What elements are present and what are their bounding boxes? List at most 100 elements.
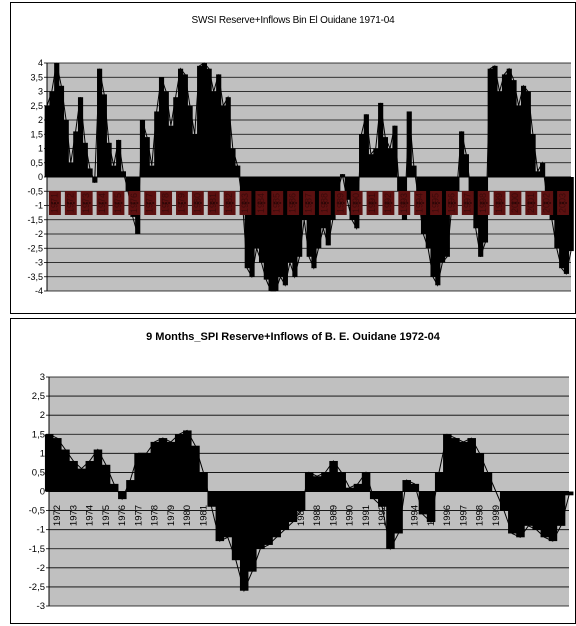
x-tick-label: 1996 xyxy=(446,193,456,213)
x-tick-label: 1976 xyxy=(117,505,128,526)
data-bar xyxy=(134,453,143,492)
x-tick-label: 1991 xyxy=(361,505,372,526)
data-bar xyxy=(199,472,208,492)
data-bar xyxy=(139,120,146,177)
x-tick-label: 1993 xyxy=(399,193,409,213)
data-bar xyxy=(49,91,55,177)
x-tick-label: 1987 xyxy=(304,193,314,213)
data-bar xyxy=(85,460,95,492)
data-bar xyxy=(463,154,469,177)
x-tick-label: 1992 xyxy=(377,505,388,526)
data-bar xyxy=(516,491,525,538)
data-bar xyxy=(287,177,293,263)
data-bar xyxy=(54,63,60,177)
x-tick-label: 2000 xyxy=(510,193,520,213)
data-bar xyxy=(540,162,546,177)
swsi-chart-title: SWSI Reserve+Inflows Bin El Ouidane 1971… xyxy=(191,15,395,26)
data-bar xyxy=(288,491,298,523)
y-tick-label: 0,5 xyxy=(30,158,43,168)
x-tick-label: 1999 xyxy=(494,193,504,213)
data-bar xyxy=(524,491,533,526)
data-bar xyxy=(535,171,541,177)
data-bar xyxy=(168,125,174,177)
spi-chart-plot: 3 2,5 2 1,5 1 0,5 0 -0,5 -1 -1,5 -2 -2,5 -3 1972 1973 1… xyxy=(29,372,574,612)
data-bar xyxy=(337,472,346,492)
data-bar xyxy=(197,65,203,177)
x-tick-label: 1973 xyxy=(68,505,79,526)
data-bar xyxy=(192,134,198,177)
x-tick-label: 1974 xyxy=(97,193,107,213)
data-bar xyxy=(321,472,330,492)
data-bar xyxy=(77,97,84,177)
y-tick-label: -0,5 xyxy=(29,506,45,517)
data-bar xyxy=(215,491,225,542)
y-tick-label: 1,5 xyxy=(32,429,45,440)
data-bar xyxy=(296,491,306,511)
data-bar xyxy=(532,491,541,530)
y-tick-label: 3,5 xyxy=(30,72,43,82)
data-bar xyxy=(363,114,369,177)
data-bar xyxy=(53,438,62,492)
data-bar xyxy=(330,177,336,220)
data-bar xyxy=(313,476,322,492)
data-bar xyxy=(144,137,150,177)
data-bar xyxy=(191,445,200,492)
x-tick-label: 1980 xyxy=(192,193,202,213)
x-tick-label: 2001 xyxy=(523,505,534,526)
data-bar xyxy=(443,434,452,492)
data-bar xyxy=(378,491,387,507)
data-bar xyxy=(459,441,468,492)
data-bar xyxy=(487,68,493,177)
data-bar xyxy=(410,483,420,492)
data-bar xyxy=(125,177,131,192)
swsi-chart-plot: 4 3,5 3 2,5 2 1,5 1 0,5 0 -0,5 -1 -1,5 -2 -2,5 -3 -3,5 -… xyxy=(27,58,574,296)
data-bar xyxy=(425,177,431,249)
x-tick-label: 1982 xyxy=(224,193,234,213)
data-bar xyxy=(82,142,88,177)
x-tick-label: 1986 xyxy=(288,193,298,213)
y-tick-label: -3,5 xyxy=(27,272,43,282)
data-bar xyxy=(149,165,155,177)
data-bar xyxy=(369,491,379,500)
x-tick-label: 1998 xyxy=(478,193,488,213)
data-bar xyxy=(282,177,288,286)
data-bar xyxy=(397,177,403,192)
x-tick-label: 2001 xyxy=(526,193,536,213)
data-bar xyxy=(58,85,65,177)
data-bar xyxy=(440,177,446,263)
data-bar xyxy=(118,491,127,500)
x-tick-label: 1997 xyxy=(458,505,469,526)
data-bar xyxy=(556,491,566,526)
x-tick-label: 1988 xyxy=(312,505,323,526)
y-tick-label: -1,5 xyxy=(27,215,43,225)
data-bar xyxy=(239,491,249,591)
y-tick-label: -1,5 xyxy=(29,544,45,555)
x-tick-label: 1973 xyxy=(81,193,91,213)
data-bar xyxy=(142,453,151,492)
x-tick-label: 1979 xyxy=(176,193,186,213)
data-bar xyxy=(406,111,412,177)
data-bar xyxy=(316,177,322,249)
x-tick-label: 1988 xyxy=(319,193,329,213)
data-bar xyxy=(239,177,246,200)
data-bar xyxy=(63,120,69,177)
x-tick-label: 1994 xyxy=(415,193,425,213)
x-tick-label: 1981 xyxy=(198,505,209,526)
data-bar xyxy=(264,491,273,545)
data-bar xyxy=(256,491,265,549)
data-bar xyxy=(174,434,184,492)
x-tick-label: 1974 xyxy=(85,505,96,526)
series-line xyxy=(48,429,570,593)
data-bar xyxy=(483,472,493,492)
data-bar xyxy=(101,94,107,177)
data-bar xyxy=(248,491,257,572)
data-bar xyxy=(158,438,168,492)
x-tick-label: 1987 xyxy=(296,505,307,526)
y-tick-label: -3 xyxy=(35,258,43,268)
data-bar xyxy=(418,491,428,515)
x-tick-label: 1977 xyxy=(145,193,155,213)
data-bar xyxy=(459,131,465,177)
data-bar xyxy=(272,491,281,538)
data-bar xyxy=(109,483,119,492)
data-bar xyxy=(335,177,341,192)
